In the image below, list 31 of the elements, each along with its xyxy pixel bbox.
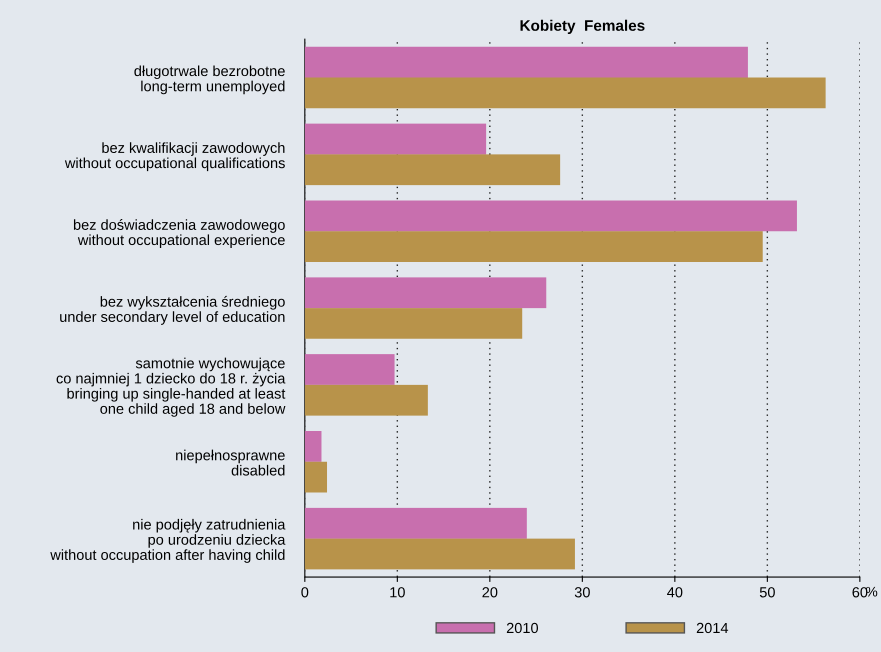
legend-label: 2014 bbox=[696, 622, 728, 634]
x-tick-label: 10 bbox=[390, 587, 405, 598]
bar bbox=[304, 538, 575, 570]
legend-label: 2010 bbox=[506, 622, 538, 634]
y-tick-label: bez wykształcenia średniego under secondary level of education bbox=[60, 296, 285, 325]
bar bbox=[304, 46, 748, 78]
bar bbox=[304, 277, 546, 308]
x-tick-label: 40 bbox=[667, 587, 682, 598]
bar bbox=[304, 384, 428, 416]
bar bbox=[304, 308, 522, 339]
x-tick-label: 20 bbox=[482, 587, 498, 598]
bar bbox=[304, 231, 763, 262]
chart-title: Kobiety Females bbox=[520, 20, 645, 34]
y-tick-label: nie podjęły zatrudnienia po urodzeniu dziecka without occupation after having child bbox=[50, 518, 286, 563]
bar bbox=[304, 154, 560, 186]
x-tick-label: 30 bbox=[574, 587, 590, 598]
bar bbox=[304, 78, 826, 108]
x-tick-label: 50 bbox=[760, 587, 775, 598]
bar bbox=[304, 124, 486, 154]
y-tick-label: bez kwalifikacji zawodowych without occupational qualifications bbox=[64, 142, 285, 172]
bar bbox=[304, 354, 395, 385]
bar bbox=[304, 508, 527, 539]
y-tick-label: długotrwale bezrobotne long-term unemployed bbox=[134, 65, 285, 94]
bar bbox=[304, 200, 797, 232]
bar bbox=[304, 431, 322, 462]
bar bbox=[304, 462, 328, 492]
y-tick-label: bez doświadczenia zawodowego without occupational experience bbox=[74, 219, 285, 248]
x-tick-label: 0 bbox=[301, 587, 308, 598]
y-tick-label: niepełnosprawne disabled bbox=[176, 450, 285, 476]
x-tick-label: 60 bbox=[852, 587, 868, 598]
y-tick-label: samotnie wychowujące co najmniej 1 dziecko do 18 r. życia bringing up single-handed at least one child aged 18 and below bbox=[56, 358, 286, 417]
